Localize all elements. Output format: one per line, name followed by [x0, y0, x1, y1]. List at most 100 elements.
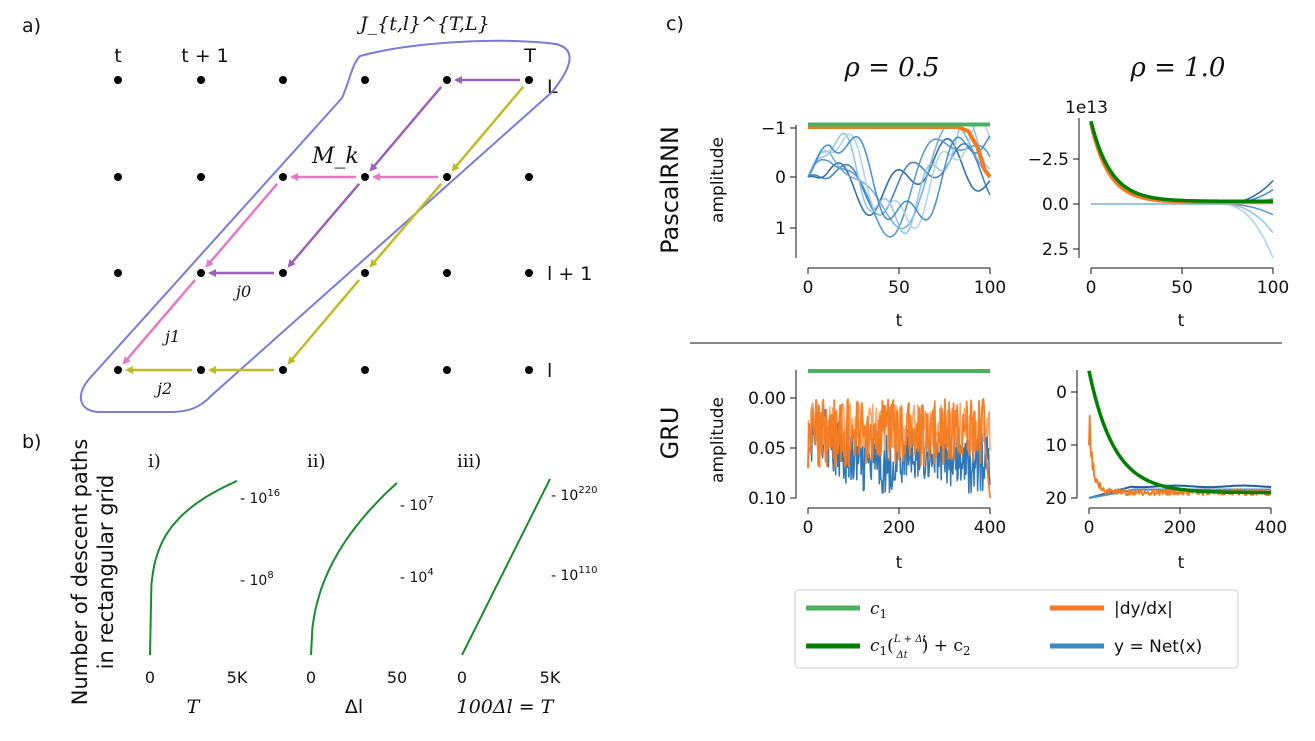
ytick-b-ii-top-base: 10 — [410, 498, 428, 514]
ytick-b-iii-top-base: 10 — [561, 488, 579, 504]
grid-node-r2-c1 — [197, 269, 205, 277]
jacobian-region-outline — [79, 39, 571, 413]
ytick-b-ii-mid-exp: 4 — [427, 567, 433, 578]
y-tick-label-gru-1-0-1: 10 — [1045, 436, 1067, 456]
grid-node-r2-c4 — [443, 269, 451, 277]
legend-frame — [794, 589, 1239, 669]
grid-node-r3-c3 — [361, 366, 369, 374]
grid-node-r1-c2 — [279, 173, 287, 181]
y-tick-label-pascal-1-0-1: 0.0 — [1042, 195, 1069, 215]
x-tick-label-pascal-0-5-0: 0 — [803, 278, 814, 298]
grid-node-r0-c2 — [279, 76, 287, 84]
grid-node-r0-c1 — [197, 76, 205, 84]
ytick-b-i-top-exp: 16 — [267, 488, 280, 499]
y-tick-label-pascal-0-5-0: −1 — [761, 119, 786, 139]
ytick-b-iii-mid-base: 10 — [561, 568, 579, 584]
column-title-rho-0-5: ρ = 0.5 — [844, 53, 940, 83]
y-tick-label-gru-0-5-1: 0.05 — [748, 439, 786, 459]
x-tick-label-gru-0-5-0: 0 — [803, 518, 814, 538]
line-net-pascal-1-0-4 — [1091, 203, 1274, 234]
line-bound-gru-1-0 — [1087, 370, 1273, 495]
x-tick-label-gru-1-0-2: 400 — [1255, 518, 1287, 538]
ylabel-pascal-0-5: amplitude — [708, 137, 728, 223]
grid-node-r1-c1 — [197, 173, 205, 181]
xtick-b-i-1: 5K — [227, 668, 248, 687]
xlabel-gru-1-0: t — [1178, 553, 1185, 573]
grid-node-r3-c2 — [279, 366, 287, 374]
x-tick-label-pascal-1-0-0: 0 — [1086, 278, 1097, 298]
panel-c: c) ρ = 0.5 ρ = 1.0 PascalRNN GRU 0 50 100−… — [656, 13, 1289, 573]
panel-b-ylabel-line1: Number of descent paths — [68, 439, 92, 706]
legend-label-c1-sub: 1 — [880, 607, 888, 621]
line-dydx-pascal-0-5 — [808, 125, 992, 179]
arrow-olive-2 — [287, 279, 361, 365]
grid-node-r3-c0 — [114, 366, 122, 374]
x-tick-label-pascal-1-0-1: 50 — [1171, 278, 1193, 298]
grid-node-r0-c0 — [114, 76, 122, 84]
row-label-l-plus-1: l + 1 — [547, 263, 592, 285]
grid-node-r2-c3 — [361, 269, 369, 277]
xlabel-b-i: T — [187, 696, 201, 718]
xtick-b-ii-1: 50 — [387, 668, 407, 687]
x-tick-label-pascal-0-5-2: 100 — [974, 278, 1006, 298]
path-label-j2: j2 — [154, 379, 172, 398]
grid-node-r1-c3 — [361, 173, 369, 181]
grid-node-r2-c0 — [114, 269, 122, 277]
grid-node-r3-c1 — [197, 366, 205, 374]
y-tick-label-gru-0-5-2: 0.10 — [748, 489, 786, 509]
xlabel-gru-0-5: t — [896, 553, 903, 573]
y-tick-label-gru-0-5-0: 0.00 — [748, 389, 786, 409]
arrow-pink-3 — [122, 279, 197, 365]
grid-node-r2-c5 — [525, 269, 533, 277]
line-dydx-gru-0-5 — [807, 398, 991, 499]
y-tick-label-pascal-0-5-2: 1 — [775, 219, 786, 239]
xtick-b-ii-0: 0 — [306, 668, 316, 687]
x-tick-label-pascal-1-0-2: 100 — [1257, 278, 1289, 298]
grid-node-r0-c4 — [443, 76, 451, 84]
x-tick-label-pascal-0-5-1: 50 — [888, 278, 910, 298]
line-net-pascal-0-5-0 — [807, 137, 991, 217]
ytick-b-iii-top-exp: 220 — [578, 485, 597, 496]
row-label-L: L — [547, 76, 558, 98]
line-net-pascal-0-5-5 — [807, 123, 991, 230]
arrow-purple-1 — [369, 86, 443, 172]
descent-paths — [122, 76, 525, 374]
panel-a-label: a) — [22, 15, 41, 37]
subplot-b-iii-title: iii) — [457, 451, 481, 472]
legend-label-c1-fraction-c2-denominator: Δt — [895, 650, 908, 661]
subplot-b-i-title: i) — [148, 451, 161, 472]
y-tick-label-pascal-1-0-0: −2.5 — [1028, 150, 1069, 170]
line-dydx-gru-1-0 — [1088, 414, 1272, 497]
y-tick-label-pascal-1-0-2: 2.5 — [1042, 240, 1069, 260]
ylabel-gru-0-5: amplitude — [708, 397, 728, 483]
grid-nodes — [114, 76, 533, 374]
ytick-b-i-mid-exp: 8 — [267, 570, 273, 581]
ytick-b-i-top: - 1016 — [240, 488, 280, 507]
curve-b-ii — [310, 482, 398, 656]
grid-node-r3-c4 — [443, 366, 451, 374]
line-net-pascal-0-5-1 — [807, 142, 991, 216]
panel-c-series — [807, 120, 1274, 499]
line-net-pascal-1-0-5 — [1091, 203, 1274, 259]
curve-b-iii — [461, 478, 551, 656]
xtick-b-iii-0: 0 — [457, 668, 467, 687]
grid-node-r3-c5 — [525, 366, 533, 374]
legend-label-c1-fraction-c2-open: ( — [887, 636, 894, 656]
column-title-rho-1-0: ρ = 1.0 — [1130, 53, 1226, 83]
grid-node-r1-c4 — [443, 173, 451, 181]
col-label-T: T — [523, 45, 536, 67]
ytick-b-iii-mid-exp: 110 — [578, 565, 597, 576]
legend-label-c1-fraction-c2-close: ) + c — [922, 636, 963, 656]
row-title-pascalrnn: PascalRNN — [656, 126, 684, 254]
ytick-b-i-mid: - 108 — [240, 570, 274, 589]
panel-b-label: b) — [22, 431, 41, 453]
xlabel-pascal-1-0: t — [1178, 311, 1185, 331]
ytick-b-i-top-base: 10 — [250, 491, 268, 507]
xtick-b-iii-1: 5K — [540, 668, 561, 687]
path-label-j0: j0 — [233, 282, 251, 301]
grid-node-r1-c5 — [525, 173, 533, 181]
ytick-b-ii-top: - 107 — [400, 495, 434, 514]
x-tick-label-gru-0-5-2: 400 — [974, 518, 1006, 538]
